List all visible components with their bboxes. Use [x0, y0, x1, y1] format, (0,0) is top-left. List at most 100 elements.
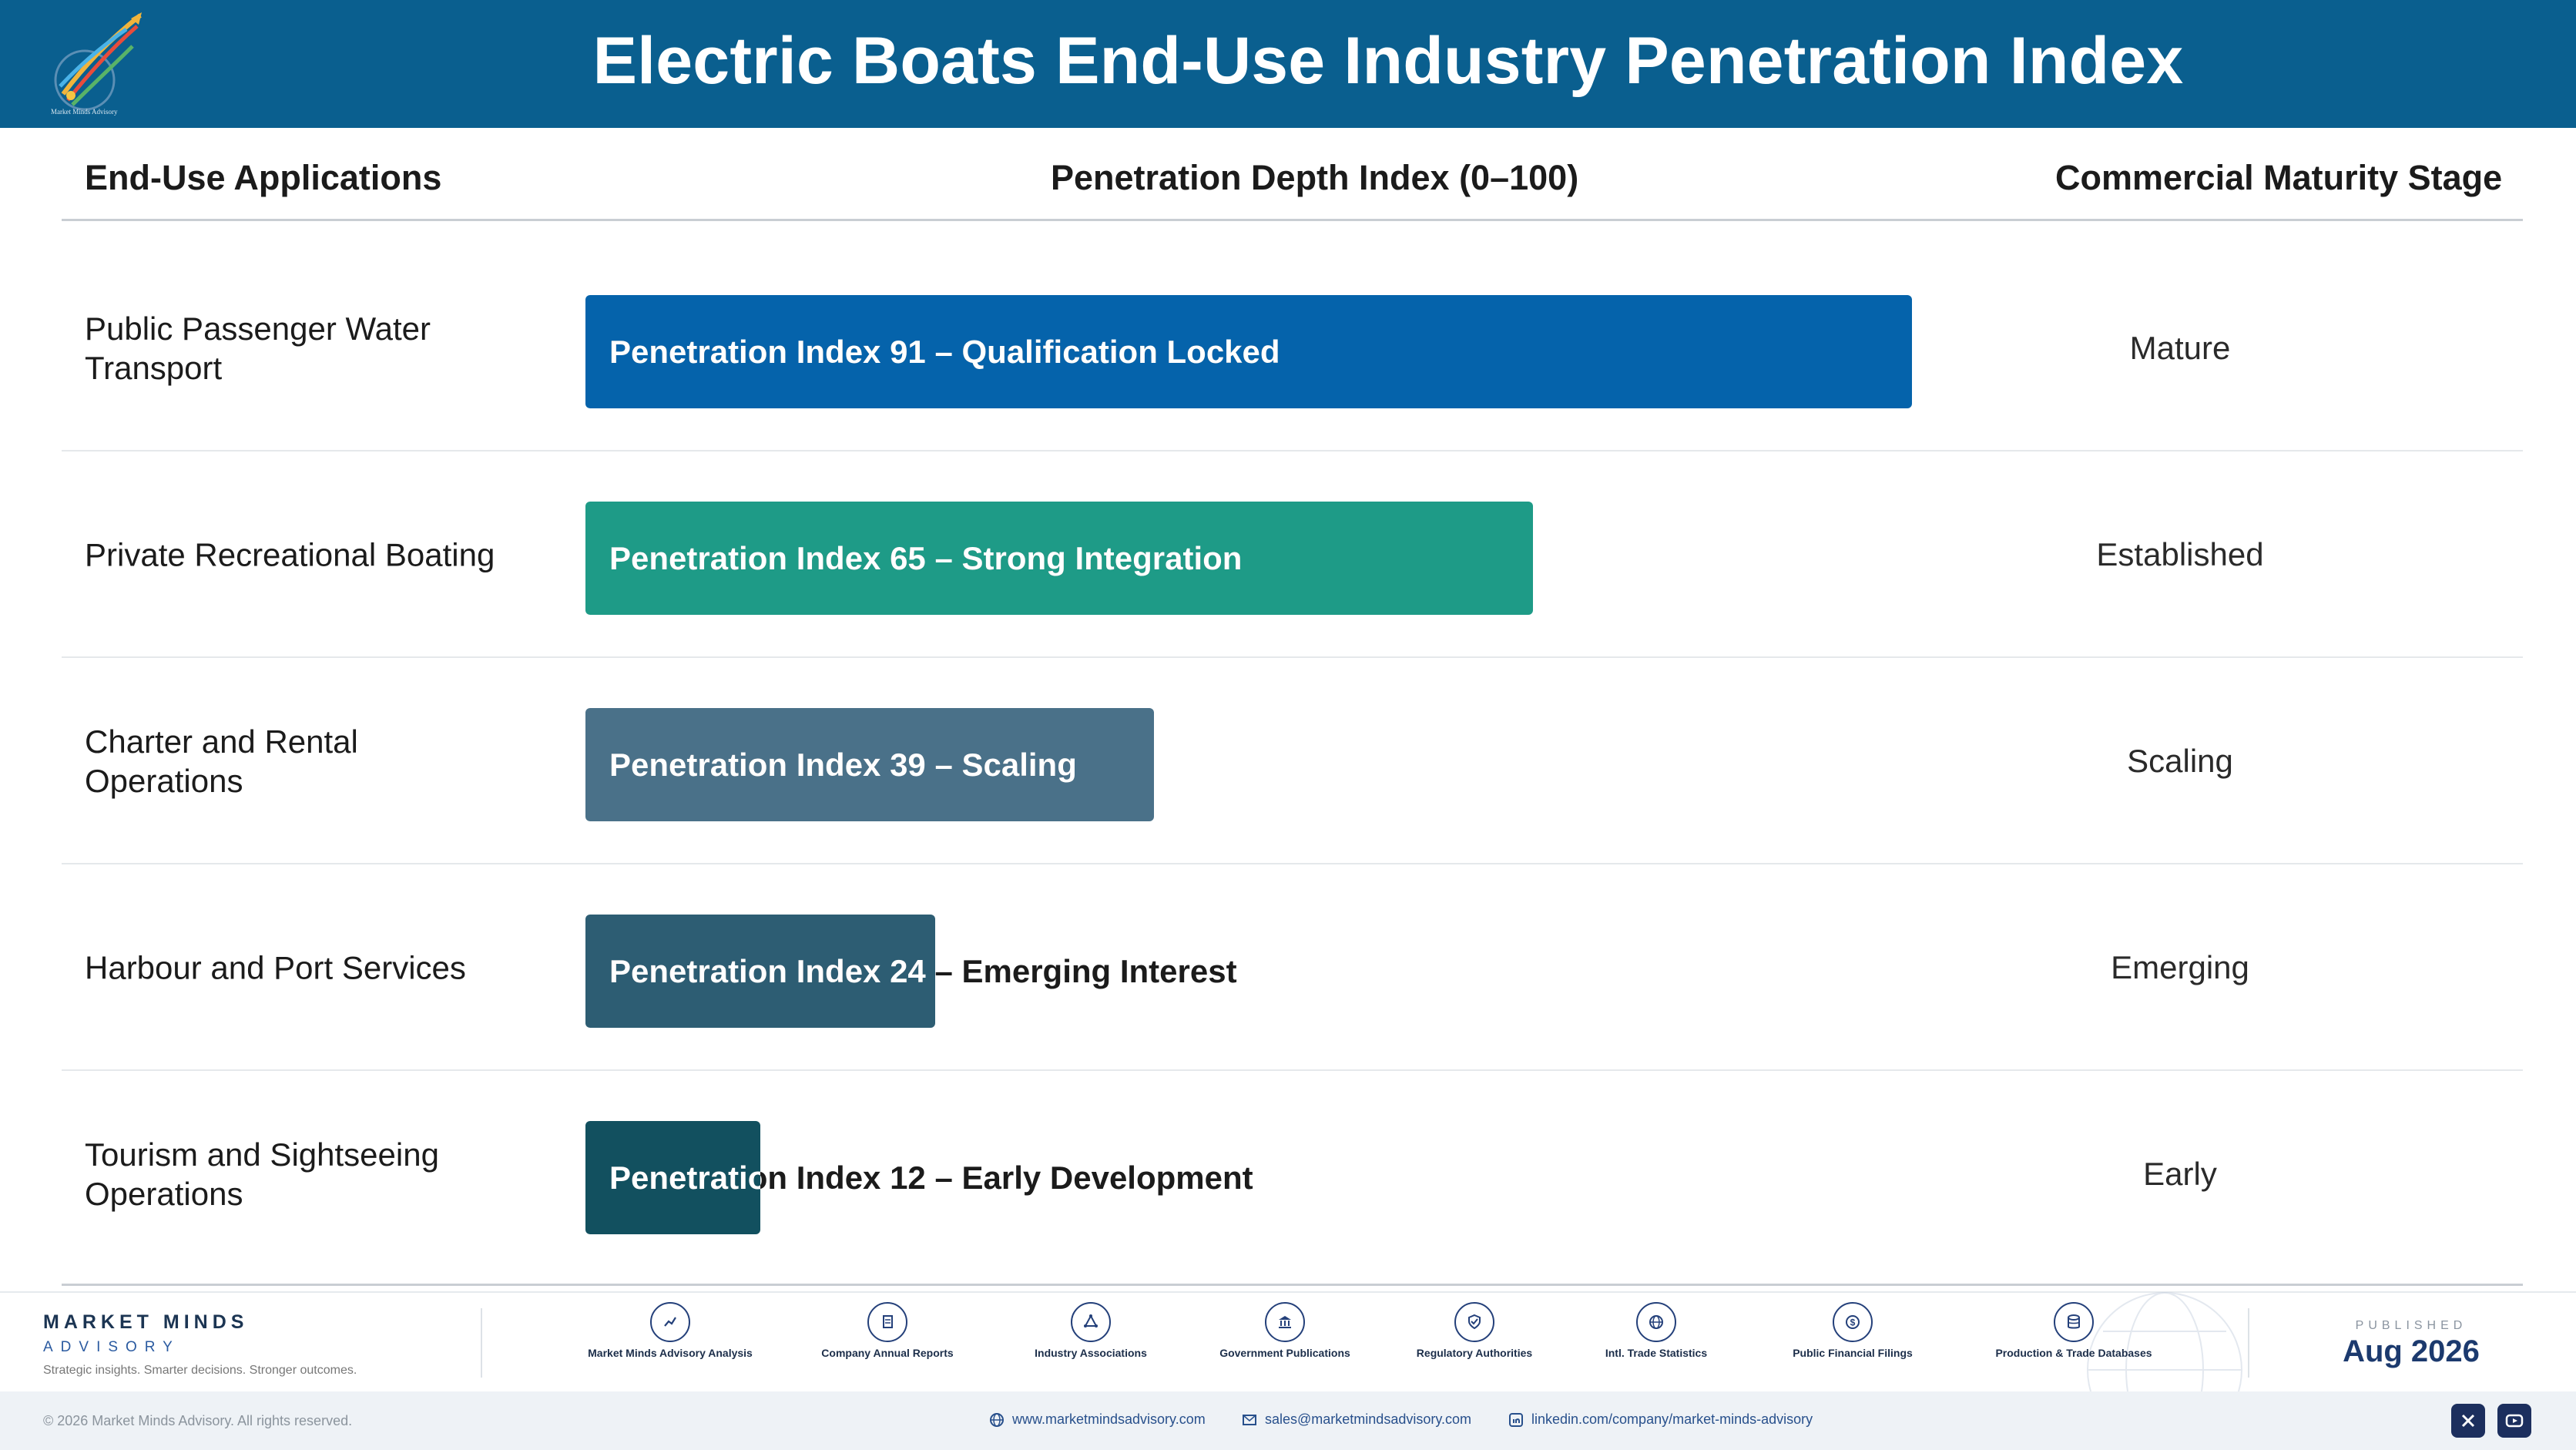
penetration-bar: [585, 708, 1154, 821]
bar-value-label-inside: Penetration Index 91 – Qualification Loc…: [609, 333, 1280, 370]
chart-row: Private Recreational Boating Penetration …: [62, 451, 2523, 658]
application-label: Tourism and Sightseeing Operations: [85, 1136, 439, 1212]
penetration-bar: [585, 502, 1533, 615]
application-label: Harbour and Port Services: [85, 949, 466, 986]
chart-row: Public Passenger Water Transport Penetrat…: [62, 245, 2523, 451]
bar-value-label: Penetration Index 91 – Qualification Loc…: [609, 333, 1280, 370]
bar-value-label-inside: Penetration Index 24 – Emerging Interest: [609, 952, 935, 989]
table-bottom-divider: [62, 1284, 2523, 1286]
svg-text:$: $: [1850, 1317, 1856, 1328]
penetration-bar: [585, 295, 1912, 408]
source-label: Regulatory Authorities: [1416, 1347, 1533, 1359]
company-logo: [54, 12, 142, 111]
source-item: Production & Trade Databases: [1989, 1302, 2158, 1360]
penetration-bar: [585, 1121, 760, 1234]
source-item: Industry Associations: [1006, 1302, 1176, 1360]
footer: MARKET MINDS ADVISORY Strategic insights…: [0, 1291, 2576, 1401]
source-item: Company Annual Reports: [803, 1302, 972, 1360]
chart-row: Charter and Rental Operations Penetration…: [62, 658, 2523, 864]
network-icon: [1071, 1302, 1111, 1342]
header-banner: Market Minds Advisory Electric Boats End…: [0, 0, 2576, 128]
bar-label-clip: Penetration Index 24 – Emerging Interest: [585, 915, 935, 1028]
youtube-icon: [2505, 1414, 2524, 1428]
row-divider: [62, 656, 2523, 658]
source-label: Government Publications: [1219, 1347, 1350, 1359]
copyright-text: © 2026 Market Minds Advisory. All rights…: [43, 1413, 353, 1428]
youtube-social-button[interactable]: [2497, 1404, 2531, 1438]
globe-watermark-icon: [2087, 1292, 2242, 1401]
row-divider: [62, 863, 2523, 864]
website-text: www.marketmindsadvisory.com: [1012, 1411, 1206, 1427]
footer-tagline: Strategic insights. Smarter decisions. S…: [43, 1364, 357, 1377]
source-label: Market Minds Advisory Analysis: [588, 1347, 753, 1359]
document-icon: [867, 1302, 907, 1342]
bar-value-label: Penetration Index 24 – Emerging Interest: [609, 952, 1237, 989]
bar-value-label-inside: Penetration Index 12 – Early Development: [609, 1159, 760, 1196]
bar-label-clip: Penetration Index 65 – Strong Integratio…: [585, 502, 1533, 615]
footer-brand-name: MARKET MINDS: [43, 1311, 249, 1333]
x-logo-icon: [2461, 1414, 2475, 1428]
application-label: Public Passenger Water Transport: [85, 310, 431, 386]
linkedin-icon: [1509, 1412, 1523, 1427]
footer-brand-sub: ADVISORY: [43, 1339, 180, 1355]
linkedin-text: linkedin.com/company/market-minds-adviso…: [1531, 1411, 1813, 1427]
logo-caption: Market Minds Advisory: [51, 108, 118, 116]
bar-track: Penetration Index 39 – Scaling Penetratio…: [585, 708, 2043, 821]
bar-label-clip: Penetration Index 91 – Qualification Loc…: [585, 295, 1912, 408]
bar-track: Penetration Index 91 – Qualification Loc…: [585, 295, 2043, 408]
maturity-stage: Scaling: [2127, 743, 2233, 779]
column-header-stage: Commercial Maturity Stage: [2055, 158, 2503, 197]
bar-track: Penetration Index 65 – Strong Integratio…: [585, 502, 2043, 615]
source-item: $ Public Financial Filings: [1768, 1302, 1937, 1360]
application-label: Charter and Rental Operations: [85, 723, 358, 799]
bar-value-label: Penetration Index 12 – Early Development: [609, 1159, 1253, 1196]
column-header-applications: End-Use Applications: [85, 158, 442, 197]
penetration-bar: [585, 915, 935, 1028]
header-divider: [62, 219, 2523, 221]
globe-icon: [1636, 1302, 1676, 1342]
bar-value-label: Penetration Index 39 – Scaling: [609, 746, 1077, 783]
maturity-stage: Mature: [2129, 330, 2231, 366]
maturity-stage: Emerging: [2111, 949, 2249, 985]
source-item: Market Minds Advisory Analysis: [585, 1302, 755, 1360]
chart-row: Tourism and Sightseeing Operations Penetr…: [62, 1071, 2523, 1277]
shield-check-icon: [1454, 1302, 1494, 1342]
trend-chart-icon: [650, 1302, 690, 1342]
bar-value-label: Penetration Index 65 – Strong Integratio…: [609, 539, 1243, 576]
row-divider: [62, 450, 2523, 451]
published-label: PUBLISHED: [2355, 1319, 2467, 1332]
published-date: Aug 2026: [2343, 1334, 2480, 1368]
page-title: Electric Boats End-Use Industry Penetrat…: [592, 24, 2184, 98]
email-link[interactable]: sales@marketmindsadvisory.com: [1242, 1411, 1471, 1428]
bar-track: Penetration Index 24 – Emerging Interest…: [585, 915, 2043, 1028]
column-header-index: Penetration Depth Index (0–100): [1051, 158, 1579, 197]
source-item: Regulatory Authorities: [1390, 1302, 1559, 1360]
bar-label-clip: Penetration Index 39 – Scaling: [585, 708, 1154, 821]
mail-icon: [1243, 1414, 1256, 1425]
source-label: Company Annual Reports: [821, 1347, 954, 1359]
coin-icon: $: [1833, 1302, 1873, 1342]
footer-divider-left: [481, 1308, 482, 1378]
source-label: Industry Associations: [1035, 1347, 1147, 1359]
source-item: Intl. Trade Statistics: [1571, 1302, 1741, 1360]
source-label: Intl. Trade Statistics: [1605, 1347, 1708, 1359]
source-label: Production & Trade Databases: [1995, 1347, 2152, 1359]
bar-label-clip: Penetration Index 12 – Early Development: [585, 1121, 760, 1234]
website-link[interactable]: www.marketmindsadvisory.com: [989, 1411, 1206, 1428]
source-item: Government Publications: [1200, 1302, 1370, 1360]
footer-bottom-bar: © 2026 Market Minds Advisory. All rights…: [0, 1391, 2576, 1450]
chart-row: Harbour and Port Services Penetration Ind…: [62, 864, 2523, 1071]
bar-track: Penetration Index 12 – Early Development…: [585, 1121, 2043, 1234]
government-building-icon: [1265, 1302, 1305, 1342]
email-text: sales@marketmindsadvisory.com: [1265, 1411, 1472, 1427]
row-divider: [62, 1069, 2523, 1071]
maturity-stage: Early: [2143, 1156, 2217, 1192]
linkedin-link[interactable]: linkedin.com/company/market-minds-adviso…: [1508, 1411, 1813, 1428]
globe-icon: [990, 1412, 1004, 1427]
database-icon: [2054, 1302, 2094, 1342]
source-label: Public Financial Filings: [1793, 1347, 1913, 1359]
x-social-button[interactable]: [2451, 1404, 2485, 1438]
footer-divider-right: [2248, 1308, 2249, 1378]
bar-value-label-inside: Penetration Index 65 – Strong Integratio…: [609, 539, 1243, 576]
maturity-stage: Established: [2096, 536, 2264, 572]
